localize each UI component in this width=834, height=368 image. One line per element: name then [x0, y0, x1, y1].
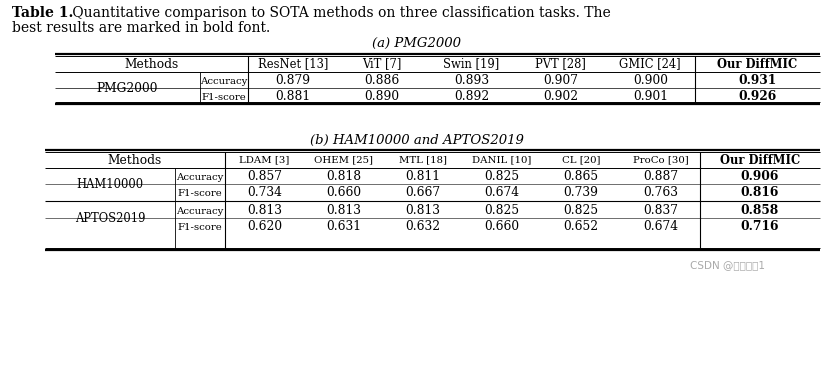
Text: 0.931: 0.931: [738, 74, 776, 88]
Text: 0.631: 0.631: [326, 220, 361, 234]
Text: F1-score: F1-score: [178, 223, 223, 231]
Text: 0.837: 0.837: [643, 205, 678, 217]
Text: 0.901: 0.901: [633, 91, 668, 103]
Text: 0.890: 0.890: [364, 91, 399, 103]
Text: 0.813: 0.813: [326, 205, 361, 217]
Text: best results are marked in bold font.: best results are marked in bold font.: [12, 21, 270, 35]
Text: 0.900: 0.900: [633, 74, 668, 88]
Text: PMG2000: PMG2000: [97, 82, 158, 96]
Text: Our DiffMIC: Our DiffMIC: [720, 153, 800, 166]
Text: 0.813: 0.813: [405, 205, 440, 217]
Text: GMIC [24]: GMIC [24]: [620, 57, 681, 71]
Text: 0.879: 0.879: [275, 74, 310, 88]
Text: OHEM [25]: OHEM [25]: [314, 156, 374, 164]
Text: Methods: Methods: [124, 57, 178, 71]
Text: 0.865: 0.865: [564, 170, 599, 184]
Text: (b) HAM10000 and APTOS2019: (b) HAM10000 and APTOS2019: [310, 134, 524, 146]
Text: Accuracy: Accuracy: [200, 77, 248, 85]
Text: 0.825: 0.825: [485, 205, 520, 217]
Text: PVT [28]: PVT [28]: [535, 57, 586, 71]
Text: CSDN @小杨小扨1: CSDN @小杨小扨1: [690, 260, 765, 270]
Text: 0.881: 0.881: [275, 91, 310, 103]
Text: 0.825: 0.825: [485, 170, 520, 184]
Text: Quantitative comparison to SOTA methods on three classification tasks. The: Quantitative comparison to SOTA methods …: [68, 6, 610, 20]
Text: 0.734: 0.734: [247, 187, 282, 199]
Text: DANIL [10]: DANIL [10]: [472, 156, 532, 164]
Text: 0.893: 0.893: [454, 74, 489, 88]
Text: 0.926: 0.926: [738, 91, 776, 103]
Text: 0.674: 0.674: [643, 220, 678, 234]
Text: Accuracy: Accuracy: [176, 206, 224, 216]
Text: 0.887: 0.887: [643, 170, 678, 184]
Text: 0.906: 0.906: [741, 170, 779, 184]
Text: HAM10000: HAM10000: [77, 178, 143, 191]
Text: 0.902: 0.902: [543, 91, 579, 103]
Text: 0.620: 0.620: [247, 220, 282, 234]
Text: 0.763: 0.763: [643, 187, 678, 199]
Text: ResNet [13]: ResNet [13]: [258, 57, 328, 71]
Text: 0.886: 0.886: [364, 74, 399, 88]
Text: Methods: Methods: [108, 153, 162, 166]
Text: Accuracy: Accuracy: [176, 173, 224, 181]
Text: Our DiffMIC: Our DiffMIC: [717, 57, 797, 71]
Text: (a) PMG2000: (a) PMG2000: [373, 36, 461, 50]
Text: 0.858: 0.858: [741, 205, 779, 217]
Text: F1-score: F1-score: [178, 188, 223, 198]
Text: 0.660: 0.660: [485, 220, 520, 234]
Text: 0.674: 0.674: [485, 187, 520, 199]
Text: 0.652: 0.652: [564, 220, 599, 234]
Text: CL [20]: CL [20]: [562, 156, 600, 164]
Text: F1-score: F1-score: [202, 92, 246, 102]
Text: 0.818: 0.818: [326, 170, 361, 184]
Text: 0.825: 0.825: [564, 205, 599, 217]
Text: 0.857: 0.857: [247, 170, 282, 184]
Text: Table 1.: Table 1.: [12, 6, 73, 20]
Text: 0.739: 0.739: [564, 187, 599, 199]
Text: Swin [19]: Swin [19]: [444, 57, 500, 71]
Text: 0.811: 0.811: [405, 170, 440, 184]
Text: 0.667: 0.667: [405, 187, 440, 199]
Text: 0.716: 0.716: [741, 220, 779, 234]
Text: 0.907: 0.907: [544, 74, 579, 88]
Text: ViT [7]: ViT [7]: [363, 57, 402, 71]
Text: LDAM [3]: LDAM [3]: [239, 156, 289, 164]
Text: APTOS2019: APTOS2019: [75, 212, 145, 226]
Text: 0.660: 0.660: [326, 187, 361, 199]
Text: 0.813: 0.813: [247, 205, 282, 217]
Text: 0.632: 0.632: [405, 220, 440, 234]
Text: 0.816: 0.816: [741, 187, 779, 199]
Text: 0.892: 0.892: [454, 91, 489, 103]
Text: ProCo [30]: ProCo [30]: [632, 156, 688, 164]
Text: MTL [18]: MTL [18]: [399, 156, 447, 164]
